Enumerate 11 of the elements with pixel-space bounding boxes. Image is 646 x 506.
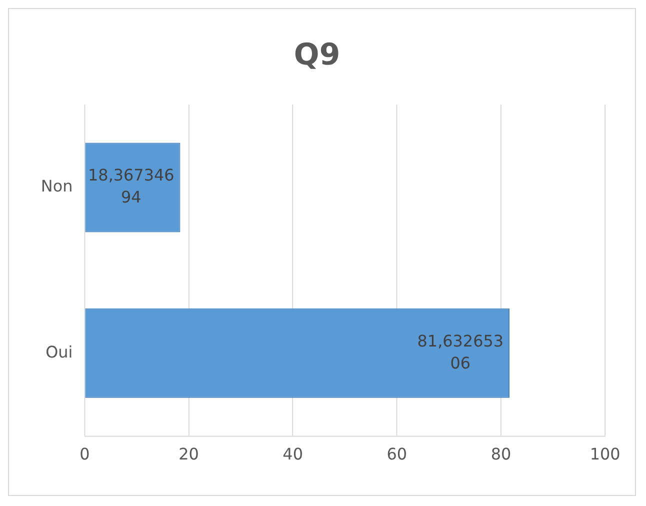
data-label: 81,63265306 — [417, 331, 504, 372]
x-tick-label: 0 — [80, 444, 90, 464]
data-label: 18,36734694 — [88, 166, 174, 207]
x-tick-label: 60 — [386, 444, 408, 464]
y-tick-label: Oui — [46, 342, 73, 362]
x-tick-label: 100 — [590, 444, 620, 464]
y-tick-label: Non — [40, 176, 73, 196]
chart-title: Q9 — [294, 38, 340, 73]
x-tick-label: 80 — [490, 444, 512, 464]
x-tick-label: 40 — [282, 444, 303, 464]
x-tick-label: 20 — [178, 444, 199, 464]
